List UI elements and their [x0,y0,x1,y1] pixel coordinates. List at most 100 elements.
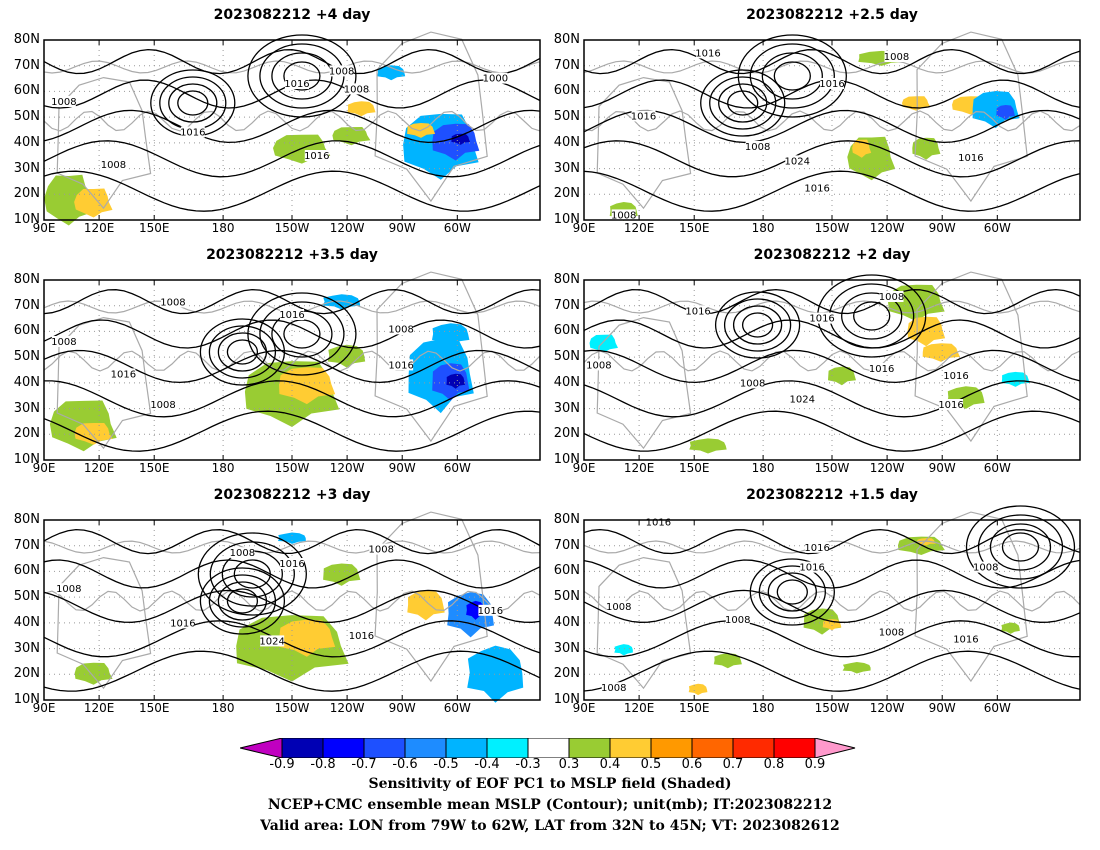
map-svg: 1008 1016 1008 1008 1016 1016 1024 1016 [43,511,541,703]
colorbar [239,737,860,759]
sensitivity-shading [74,423,113,445]
colorbar-graphic [239,737,856,759]
contour-label: 1016 [646,518,671,529]
lat-label: 70N [13,537,40,553]
sensitivity-shading [842,662,871,674]
lat-label: 30N [13,400,40,416]
lon-label: 90E [572,461,596,475]
contour-label: 1008 [160,297,185,308]
colorbar-label: 0.6 [681,757,703,772]
coastline [43,350,541,372]
isobar-contour [197,532,307,616]
contour-label-bg [785,155,810,167]
colorbar-label: 0.9 [804,757,826,772]
sensitivity-shading [922,343,960,362]
sensitivity-shading [323,563,361,586]
map-svg: 1016 1008 1016 1016 1008 1024 1016 1016 1008 [583,31,1081,221]
sensitivity-shading [713,653,742,669]
lon-label: 180 [211,221,235,235]
sensitivity-shading [347,101,376,117]
lon-label: 120W [329,221,365,235]
colorbar-segment [650,737,693,759]
isobar-contour [583,319,1081,349]
lat-label: 10N [553,692,580,707]
isobar-contour [700,69,786,137]
isobar-contour [749,558,835,626]
isobar-contour [714,291,801,359]
lon-label: 180 [751,461,775,475]
lat-label: 20N [553,426,580,442]
contour-label: 1008 [101,160,126,171]
contour-label-bg [725,613,750,625]
lat-label: 30N [553,640,580,656]
colorbar-segment [281,737,324,759]
contour-label: 1008 [973,563,998,574]
contour-label: 1016 [799,563,824,574]
contour-label-bg [879,291,904,302]
coastline [596,76,692,210]
lon-label: 120W [869,221,905,235]
colorbar-segment [773,737,816,759]
sensitivity-shading [689,438,727,454]
colorbar-end-triangle [814,737,856,759]
contour-label: 1008 [725,615,750,626]
lon-label: 90E [32,701,56,715]
contour-label: 1016 [695,48,720,59]
sensitivity-shading [74,662,113,685]
lon-label: 180 [751,221,775,235]
contour-label: 1016 [804,543,829,554]
contour-label-bg [389,323,414,335]
panel-title: 2023082212 +4 day [213,7,371,23]
lon-label: 60W [443,221,471,235]
isobar-contour [43,140,541,178]
isobar-contour [583,410,1081,452]
contour-label: 1008 [745,142,770,153]
sensitivity-shading [377,65,406,81]
lat-label: 30N [13,160,40,176]
contour-label: 1016 [279,310,304,321]
contour-label-bg [51,96,76,107]
lon-label: 120E [623,701,655,715]
contour-label-bg [884,51,909,62]
lat-label: 80N [13,32,40,47]
contour-label-bg [745,141,770,152]
panel-title: 2023082212 +2 day [753,247,911,263]
lat-label: 40N [553,134,580,150]
lat-label: 80N [553,512,580,527]
lon-label: 150W [274,701,310,715]
lon-label: 90W [928,701,956,715]
lat-label: 50N [13,589,40,605]
isobar-contour [271,52,333,100]
contour-label: 1016 [809,314,834,325]
sensitivity-shading [279,619,336,657]
lat-label: 50N [553,349,580,365]
colorbar-segment [363,737,406,759]
contour-label: 1008 [369,545,394,556]
contour-label: 1008 [884,52,909,63]
lon-label: 90E [32,221,56,235]
isobar-contour [43,109,541,144]
lon-label: 90E [572,701,596,715]
lon-label: 150E [138,461,170,475]
colorbar-label: -0.7 [351,757,377,772]
contour-label-bg [869,363,894,374]
isobar-contour [199,567,286,635]
panel-title: 2023082212 +1.5 day [746,487,918,503]
coastline [56,556,152,690]
isobar-contour [43,589,541,623]
lon-label: 60W [443,701,471,715]
contour-label: 1024 [785,156,810,167]
contour-label-bg [953,633,978,645]
contour-label-bg [944,370,968,382]
contour-label: 1016 [170,618,195,629]
isobar-contour [168,83,218,123]
sensitivity-shading [407,590,445,621]
isobar-contour [709,76,777,130]
contour-label: 1008 [150,400,175,411]
sensitivity-shading [44,174,93,226]
contour-label: 1016 [180,128,205,139]
lat-label: 70N [553,297,580,313]
contour-label-bg [686,305,711,317]
contour-label-bg [344,83,369,95]
colorbar-label: 0.3 [558,757,580,772]
